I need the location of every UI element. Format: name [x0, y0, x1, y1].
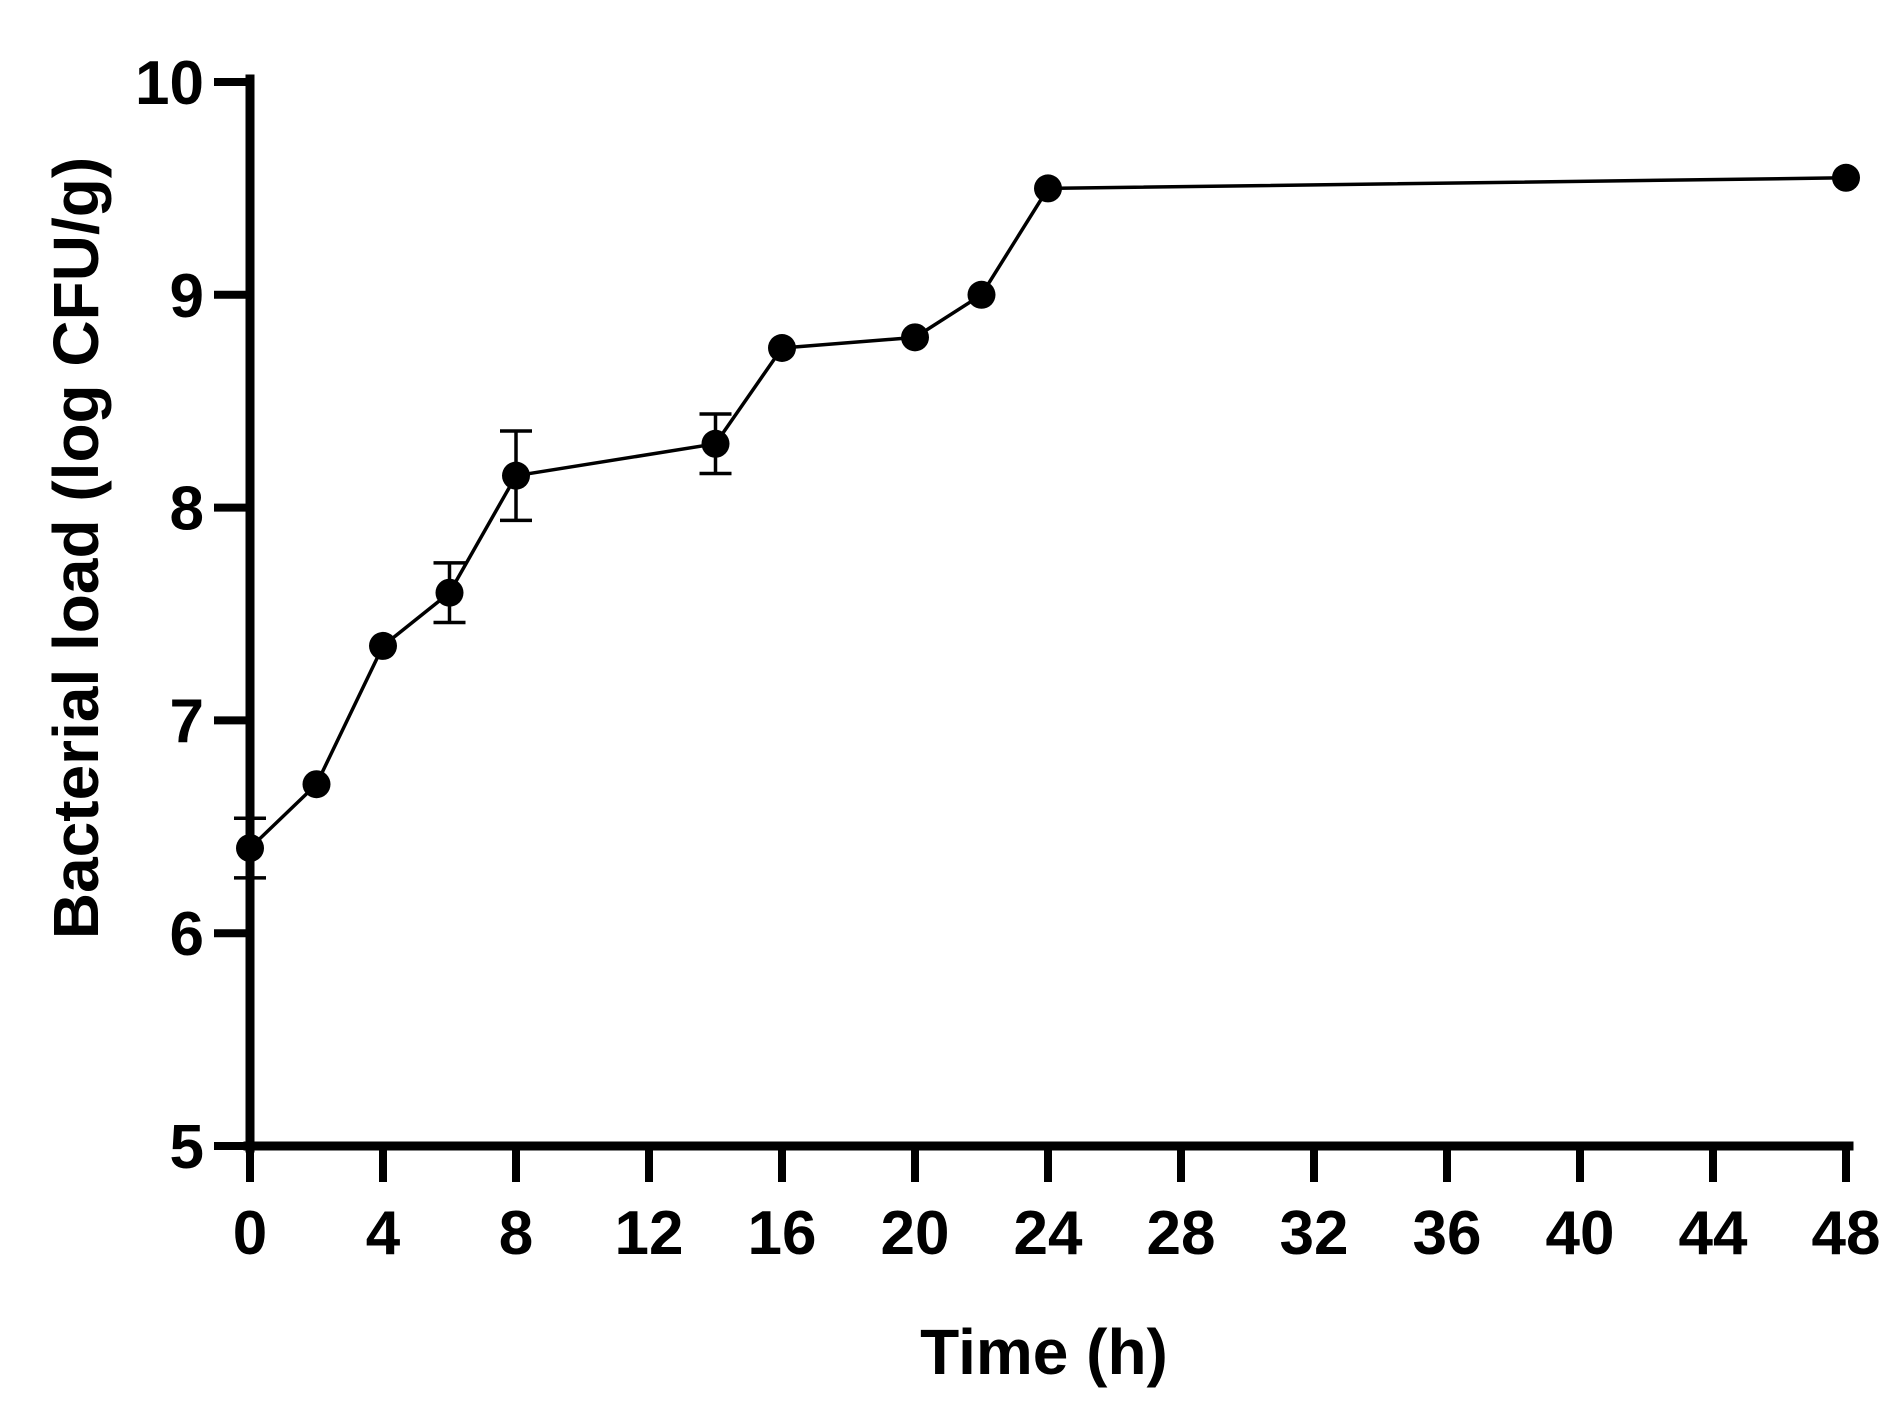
data-point-4h [369, 631, 397, 660]
y-axis-title: Bacterial load (log CFU/g) [40, 157, 112, 939]
data-point-6h [435, 578, 464, 607]
x-tick-label-44: 44 [1679, 1199, 1748, 1268]
x-tick-label-40: 40 [1546, 1199, 1615, 1268]
y-tick-label-9: 9 [170, 262, 204, 331]
data-point-0h [236, 834, 264, 863]
x-tick-label-4: 4 [366, 1199, 401, 1268]
x-tick-label-32: 32 [1280, 1199, 1349, 1268]
x-tick-label-36: 36 [1413, 1199, 1482, 1268]
x-tick-label-12: 12 [615, 1199, 684, 1268]
y-tick-label-6: 6 [170, 900, 204, 969]
data-point-24h [1034, 174, 1062, 203]
data-point-8h [502, 461, 530, 490]
data-point-22h [967, 280, 996, 309]
x-tick-label-28: 28 [1147, 1199, 1216, 1268]
data-point-20h [901, 323, 929, 352]
x-tick-label-16: 16 [748, 1199, 817, 1268]
y-tick-label-8: 8 [170, 475, 204, 544]
x-tick-label-20: 20 [881, 1199, 950, 1268]
data-point-48h [1832, 163, 1860, 192]
y-tick-label-10: 10 [135, 49, 204, 118]
plot-area [234, 163, 1860, 880]
y-tick-label-5: 5 [170, 1113, 204, 1182]
x-tick-label-24: 24 [1014, 1199, 1083, 1268]
data-point-16h [768, 334, 796, 362]
data-point-14h [701, 429, 730, 458]
x-tick-label-0: 0 [233, 1199, 267, 1268]
y-axis-title-group: Bacterial load (log CFU/g) [40, 157, 112, 939]
data-point-2h [302, 770, 331, 799]
y-tick-label-7: 7 [170, 687, 204, 756]
series-line-0 [248, 176, 1847, 850]
x-axis-title: Time (h) [920, 1316, 1168, 1388]
x-tick-label-48: 48 [1812, 1199, 1881, 1268]
x-tick-label-8: 8 [499, 1199, 533, 1268]
